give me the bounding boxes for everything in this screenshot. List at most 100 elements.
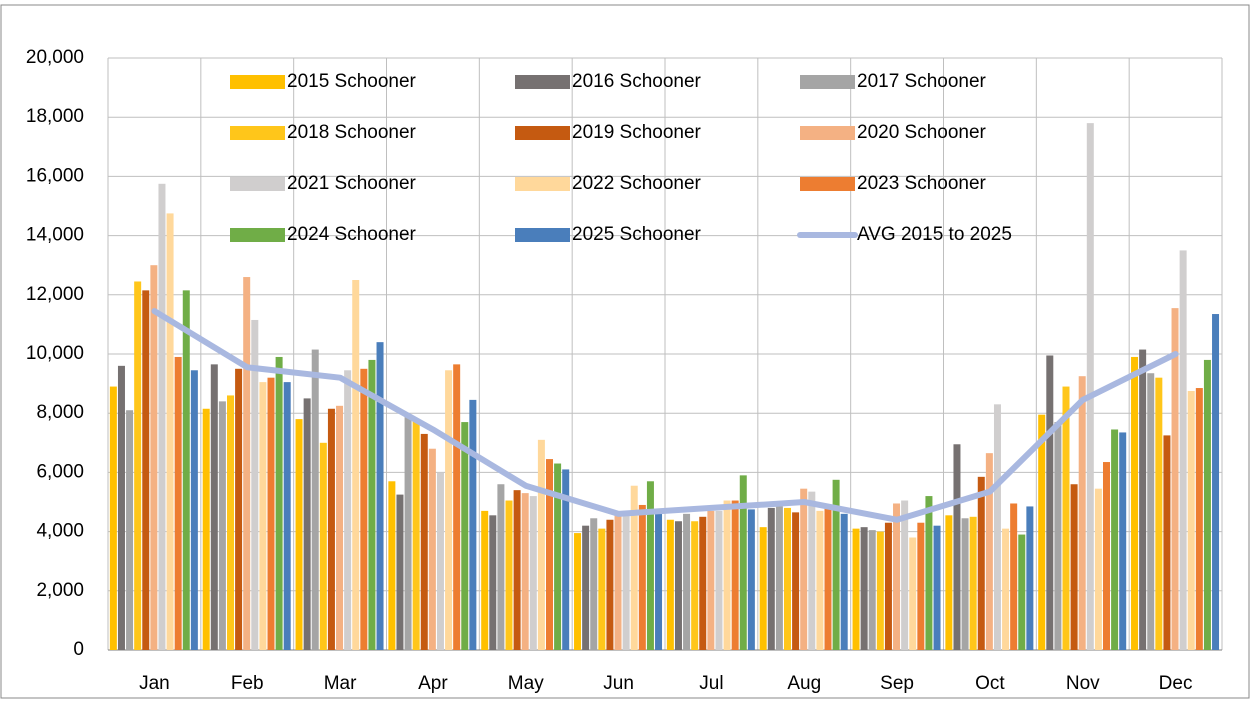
bar xyxy=(901,500,909,650)
bar xyxy=(691,521,699,650)
bar xyxy=(319,442,327,650)
bar xyxy=(1131,356,1139,650)
bar xyxy=(554,463,562,650)
bar xyxy=(134,281,142,650)
bar xyxy=(1026,506,1034,650)
y-tick-label: 2,000 xyxy=(36,580,84,601)
bar xyxy=(218,401,226,650)
legend-swatch xyxy=(515,228,570,242)
bar xyxy=(420,433,428,650)
bar xyxy=(816,510,824,650)
bar xyxy=(1179,250,1187,650)
bar xyxy=(985,453,993,650)
x-tick-label: Apr xyxy=(418,673,448,694)
bar xyxy=(1147,373,1155,650)
bar xyxy=(598,528,606,650)
y-tick-label: 12,000 xyxy=(26,284,84,305)
legend-swatch xyxy=(515,177,570,191)
bar xyxy=(428,448,436,650)
bar xyxy=(529,496,537,650)
bar xyxy=(436,472,444,650)
bar xyxy=(731,500,739,650)
bar xyxy=(961,518,969,650)
bar xyxy=(202,408,210,650)
bar xyxy=(933,525,941,650)
bar xyxy=(1203,359,1211,650)
bar xyxy=(445,370,453,650)
bar xyxy=(537,439,545,650)
x-tick-label: Oct xyxy=(975,673,1005,694)
x-tick-label: Jul xyxy=(699,673,723,694)
bar xyxy=(860,527,868,650)
bar xyxy=(646,481,654,650)
bar xyxy=(683,513,691,650)
bar xyxy=(630,485,638,650)
bar xyxy=(327,408,335,650)
bar xyxy=(404,416,412,650)
bar xyxy=(723,500,731,650)
bar xyxy=(344,370,352,650)
bar xyxy=(747,509,755,650)
bar xyxy=(969,516,977,650)
bar xyxy=(1171,308,1179,650)
bar xyxy=(190,370,198,650)
legend-label: 2023 Schooner xyxy=(857,173,987,194)
legend-label: 2017 Schooner xyxy=(857,71,987,92)
bar xyxy=(1062,386,1070,650)
bar xyxy=(840,513,848,650)
avg-line xyxy=(151,308,1179,523)
legend-swatch xyxy=(515,126,570,140)
bar xyxy=(275,356,283,650)
bar xyxy=(614,513,622,650)
legend-swatch xyxy=(800,75,855,89)
bar xyxy=(674,521,682,650)
bar xyxy=(1086,123,1094,651)
bar xyxy=(606,519,614,650)
legend-swatch xyxy=(230,75,285,89)
bar xyxy=(1111,429,1119,650)
y-tick-label: 4,000 xyxy=(36,521,84,542)
bar xyxy=(1078,376,1086,650)
legend-label: 2022 Schooner xyxy=(572,173,702,194)
bar xyxy=(311,349,319,650)
bar xyxy=(259,382,267,650)
bar xyxy=(388,481,396,650)
x-tick-label: Jun xyxy=(603,673,634,694)
bar xyxy=(824,504,832,650)
bar xyxy=(117,365,125,650)
bar xyxy=(1054,422,1062,650)
y-tick-label: 18,000 xyxy=(26,106,84,127)
legend-label: 2020 Schooner xyxy=(857,122,987,143)
bar xyxy=(876,531,884,650)
bar xyxy=(1103,462,1110,650)
bar xyxy=(376,342,384,650)
bar xyxy=(166,213,174,650)
x-tick-label: Jan xyxy=(139,673,170,694)
bar xyxy=(767,507,775,650)
bar xyxy=(638,504,646,650)
legend-label: 2016 Schooner xyxy=(572,71,702,92)
bar xyxy=(227,395,234,650)
bar xyxy=(521,493,529,650)
legend-swatch xyxy=(515,75,570,89)
bar xyxy=(759,527,767,650)
y-tick-label: 14,000 xyxy=(26,225,84,246)
x-tick-label: Nov xyxy=(1066,673,1100,694)
bar xyxy=(1002,528,1010,650)
bar xyxy=(582,525,590,650)
bar xyxy=(1018,534,1026,650)
bar xyxy=(655,512,663,650)
legend-swatch xyxy=(230,177,285,191)
bar xyxy=(210,364,218,650)
bar xyxy=(739,475,747,650)
bar xyxy=(884,522,892,650)
bar xyxy=(945,515,953,650)
y-tick-label: 6,000 xyxy=(36,461,84,482)
bar xyxy=(832,479,840,650)
bar xyxy=(251,319,259,650)
legend-swatch xyxy=(800,177,855,191)
legend-label: 2021 Schooner xyxy=(287,173,417,194)
bar xyxy=(283,382,291,650)
bar xyxy=(469,399,477,650)
